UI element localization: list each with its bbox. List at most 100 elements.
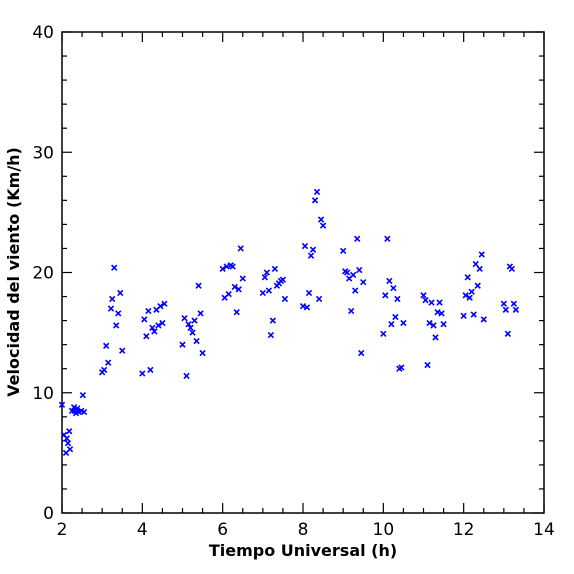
y-tick-label: 40 — [32, 23, 54, 43]
data-point — [193, 337, 200, 345]
data-point — [313, 188, 321, 196]
data-point — [432, 334, 439, 341]
data-point — [420, 292, 427, 299]
data-point — [460, 312, 467, 319]
data-point — [344, 269, 351, 276]
data-point — [109, 295, 116, 303]
axis-tick-labels: 2 4 6 8 10 12 14 0 10 20 30 40 — [32, 23, 554, 540]
data-point — [265, 287, 273, 294]
data-point — [438, 310, 445, 317]
data-point — [189, 329, 196, 336]
data-point — [319, 222, 327, 229]
x-tick-label: 6 — [217, 520, 228, 540]
data-point — [263, 269, 271, 276]
data-point — [139, 370, 146, 377]
data-point — [187, 324, 194, 331]
data-point — [512, 306, 520, 313]
data-point — [239, 275, 246, 282]
data-point — [115, 310, 122, 317]
data-point — [145, 307, 152, 315]
x-tick-label: 8 — [298, 520, 309, 540]
data-point — [74, 405, 81, 412]
data-point — [143, 333, 150, 340]
data-point — [305, 289, 313, 297]
data-point — [510, 300, 518, 307]
y-tick-label: 30 — [32, 143, 54, 163]
data-point — [279, 276, 287, 283]
data-point — [315, 295, 323, 303]
data-point — [281, 295, 289, 303]
data-point — [119, 347, 126, 354]
data-point — [223, 263, 230, 270]
data-point — [107, 305, 115, 312]
data-point — [384, 235, 391, 242]
data-point — [195, 282, 202, 289]
data-point — [426, 319, 433, 327]
data-point — [307, 252, 315, 259]
data-point — [360, 278, 367, 286]
data-point — [66, 446, 74, 453]
data-point — [392, 313, 399, 321]
data-point — [462, 292, 469, 299]
data-point — [259, 289, 266, 297]
data-point — [466, 294, 473, 301]
x-axis-label: Tiempo Universal (h) — [209, 541, 397, 560]
data-point — [63, 435, 70, 442]
data-point — [117, 289, 124, 297]
data-point — [430, 322, 437, 329]
data-point — [470, 311, 477, 318]
data-point — [508, 265, 516, 273]
data-point — [476, 265, 483, 273]
y-tick-label: 20 — [32, 264, 54, 284]
x-tick-label: 12 — [453, 520, 475, 540]
data-point — [502, 306, 510, 313]
x-tick-label: 10 — [373, 520, 395, 540]
data-point — [58, 401, 66, 408]
data-point — [388, 321, 395, 328]
data-point — [474, 282, 481, 289]
data-point — [185, 321, 192, 328]
data-point — [157, 303, 164, 310]
data-point — [101, 366, 108, 374]
axis-ticks — [61, 31, 545, 514]
data-point — [354, 235, 361, 242]
data-point — [478, 251, 485, 258]
y-tick-label: 0 — [43, 504, 54, 524]
data-point — [111, 264, 118, 271]
data-point — [348, 307, 355, 315]
data-point — [358, 349, 365, 357]
data-point — [504, 330, 512, 337]
y-tick-label: 10 — [32, 384, 54, 404]
data-point — [80, 408, 88, 416]
data-point — [500, 300, 507, 307]
data-point — [147, 366, 154, 374]
data-point — [436, 299, 443, 306]
data-point — [233, 309, 240, 316]
data-point — [179, 341, 186, 348]
data-point — [352, 287, 359, 294]
data-point — [197, 310, 204, 317]
data-point — [183, 372, 190, 380]
x-tick-label: 4 — [137, 520, 148, 540]
data-point — [66, 428, 73, 435]
data-point — [64, 440, 72, 447]
data-point — [103, 342, 110, 350]
data-point — [161, 300, 168, 307]
data-point — [356, 266, 363, 274]
data-point — [303, 304, 311, 311]
data-point — [350, 271, 357, 279]
data-point — [261, 274, 269, 281]
data-point — [468, 288, 475, 295]
data-point — [149, 324, 156, 331]
data-point — [472, 260, 479, 268]
x-tick-label: 14 — [533, 520, 555, 540]
plot-frame — [61, 31, 545, 514]
data-point — [309, 246, 317, 253]
data-point — [390, 284, 397, 292]
data-point — [271, 265, 279, 273]
data-point — [155, 322, 162, 329]
data-point — [386, 277, 393, 285]
data-point — [398, 364, 405, 371]
data-point — [219, 265, 226, 273]
